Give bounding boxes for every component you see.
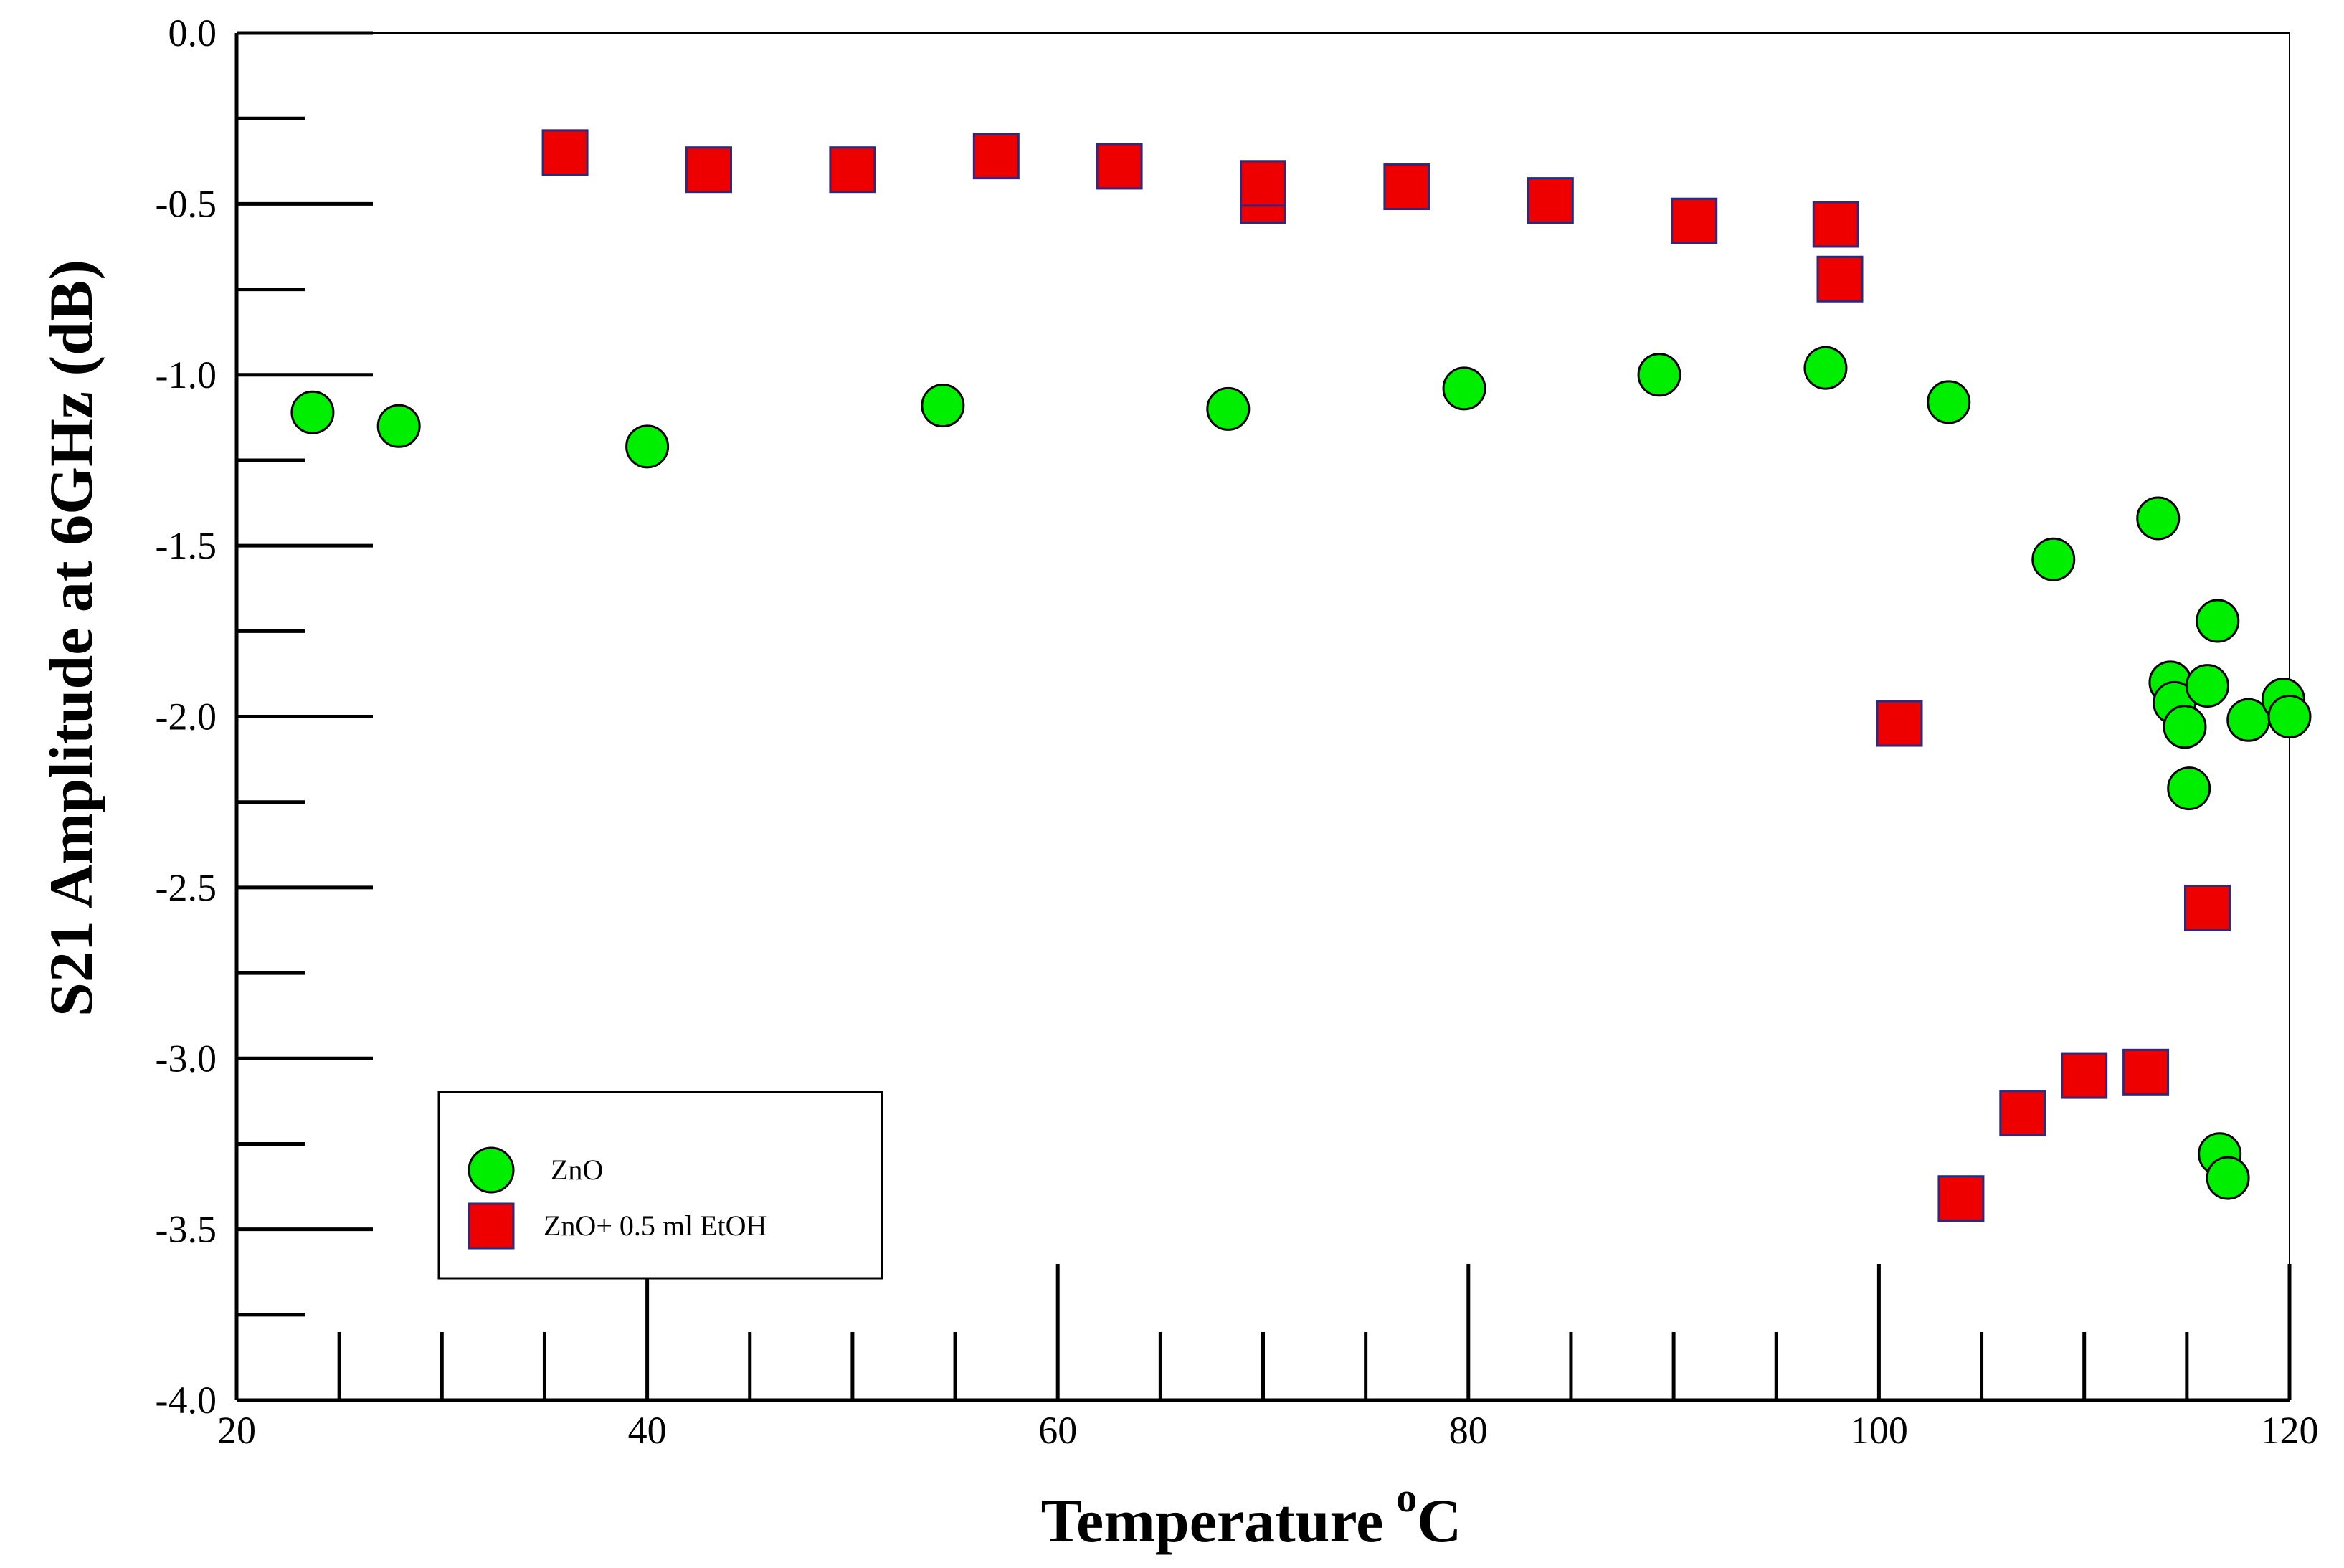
zno-etoh-point: [1383, 163, 1430, 211]
zno-point: [2185, 664, 2229, 708]
legend-marker-zno-etoh: [468, 1202, 515, 1250]
legend: ZnO ZnO+ 0.5 ml EtOH: [437, 1091, 883, 1280]
legend-marker-zno: [468, 1146, 515, 1194]
x-axis-title-main: Temperature: [1041, 1486, 1384, 1555]
zno-point: [2031, 537, 2076, 581]
zno-point: [290, 390, 335, 434]
zno-point: [2267, 695, 2312, 738]
zno-point: [1803, 346, 1848, 390]
zno-point: [1206, 386, 1251, 431]
x-tick-label: 20: [217, 1409, 256, 1452]
y-tick-label: -1.0: [156, 353, 217, 396]
zno-point: [376, 404, 421, 448]
x-axis-title-unit: C: [1417, 1486, 1461, 1555]
y-tick-label: -2.0: [156, 695, 217, 738]
zno-point: [625, 424, 670, 469]
zno-etoh-point: [1812, 201, 1859, 248]
data-points: [290, 129, 2312, 1222]
y-tick-label: -1.5: [156, 524, 217, 567]
y-tick-label: -0.5: [156, 182, 217, 225]
y-tick-label: 0.0: [169, 11, 217, 54]
x-axis-ticks: [337, 1264, 2292, 1400]
x-tick-label: 80: [1449, 1409, 1488, 1452]
y-tick-label: -2.5: [156, 866, 217, 909]
y-axis-tick-labels: 0.0 -0.5 -1.0 -1.5 -2.0 -2.5 -3.0 -3.5 -4.0: [156, 11, 217, 1422]
zno-etoh-point: [1096, 143, 1143, 190]
zno-etoh-point: [1816, 255, 1864, 303]
zno-point: [2206, 1156, 2250, 1200]
zno-point: [921, 384, 965, 428]
x-axis-title: Temperature oC: [1041, 1474, 1462, 1555]
x-tick-label: 120: [2261, 1409, 2319, 1452]
zno-etoh-point: [2122, 1048, 2170, 1096]
zno-etoh-point: [541, 129, 589, 176]
zno-point: [2136, 496, 2181, 541]
x-axis-tick-labels: 20 40 60 80 100 120: [217, 1409, 2319, 1452]
y-axis-ticks: [237, 31, 373, 1402]
zno-etoh-point: [1240, 160, 1286, 207]
legend-label-zno-etoh: ZnO+ 0.5 ml EtOH: [544, 1210, 767, 1242]
zno-point: [1637, 353, 1681, 397]
y-axis-title: S21 Amplitude at 6GHz (dB): [37, 260, 105, 1017]
legend-label-zno: ZnO: [551, 1154, 603, 1186]
zno-etoh-point: [685, 146, 732, 194]
zno-etoh-point: [972, 133, 1020, 180]
zno-point: [1442, 366, 1486, 411]
zno-etoh-point: [1671, 197, 1718, 244]
x-tick-label: 40: [628, 1409, 667, 1452]
zno-etoh-point: [2183, 884, 2231, 931]
zno-etoh-point: [1999, 1090, 2046, 1137]
x-tick-label: 60: [1038, 1409, 1077, 1452]
zno-etoh-point: [829, 146, 876, 194]
zno-etoh-point: [1527, 177, 1574, 224]
zno-point: [1927, 380, 1971, 424]
zno-point: [2163, 705, 2207, 749]
zno-point: [2167, 766, 2211, 811]
y-tick-label: -3.0: [156, 1037, 217, 1080]
y-tick-label: -3.5: [156, 1208, 217, 1251]
zno-etoh-point: [1876, 700, 1923, 747]
zno-point: [2196, 599, 2240, 643]
zno-etoh-point: [2061, 1052, 2108, 1099]
x-axis-title-superscript: o: [1396, 1474, 1417, 1521]
y-tick-label: -4.0: [156, 1379, 217, 1422]
x-tick-label: 100: [1850, 1409, 1908, 1452]
zno-etoh-point: [1937, 1175, 1985, 1222]
